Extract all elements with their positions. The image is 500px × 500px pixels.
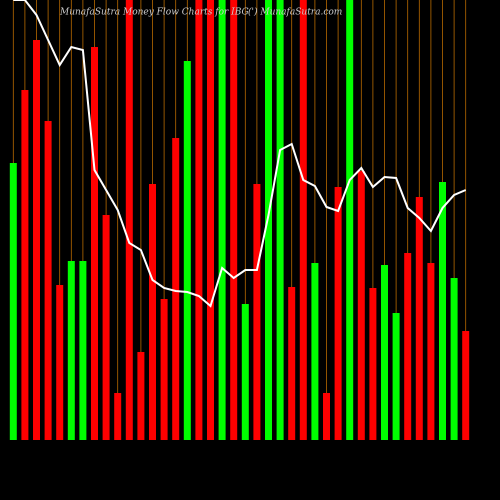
bar [404,253,412,440]
bar [56,285,64,440]
bar [253,184,261,440]
bar [299,0,307,440]
bar [346,0,354,440]
bar [462,331,470,440]
bar [160,299,168,440]
bar [265,0,272,440]
bar [218,0,226,440]
bar [427,263,435,440]
bar [276,0,284,440]
bar [230,0,238,440]
bar [381,265,388,440]
bar [114,393,122,440]
bar [102,215,110,440]
plot [9,0,470,440]
bar [91,47,98,440]
bar [439,182,446,440]
bar [288,287,296,440]
bar [79,261,87,440]
bar [311,263,319,440]
bar [450,278,458,440]
bar [149,184,156,440]
bar [44,121,52,440]
bar [241,304,249,440]
price-line [13,0,467,308]
bar [33,40,40,440]
bar [369,288,377,440]
bar [323,393,330,440]
bar [21,90,29,440]
bar [125,0,133,440]
bar [415,197,423,440]
bar [207,0,214,440]
bar [172,138,180,440]
bar [357,171,365,440]
bar [392,313,400,440]
chart-title: MunafaSutra Money Flow Charts for IBG [59,8,249,18]
bar [137,352,145,440]
bar [195,0,203,440]
source-label: (') MunafaSutra.com [248,7,342,18]
bar [334,187,342,440]
bar [67,261,75,440]
bar [9,163,17,440]
bar [183,61,191,440]
